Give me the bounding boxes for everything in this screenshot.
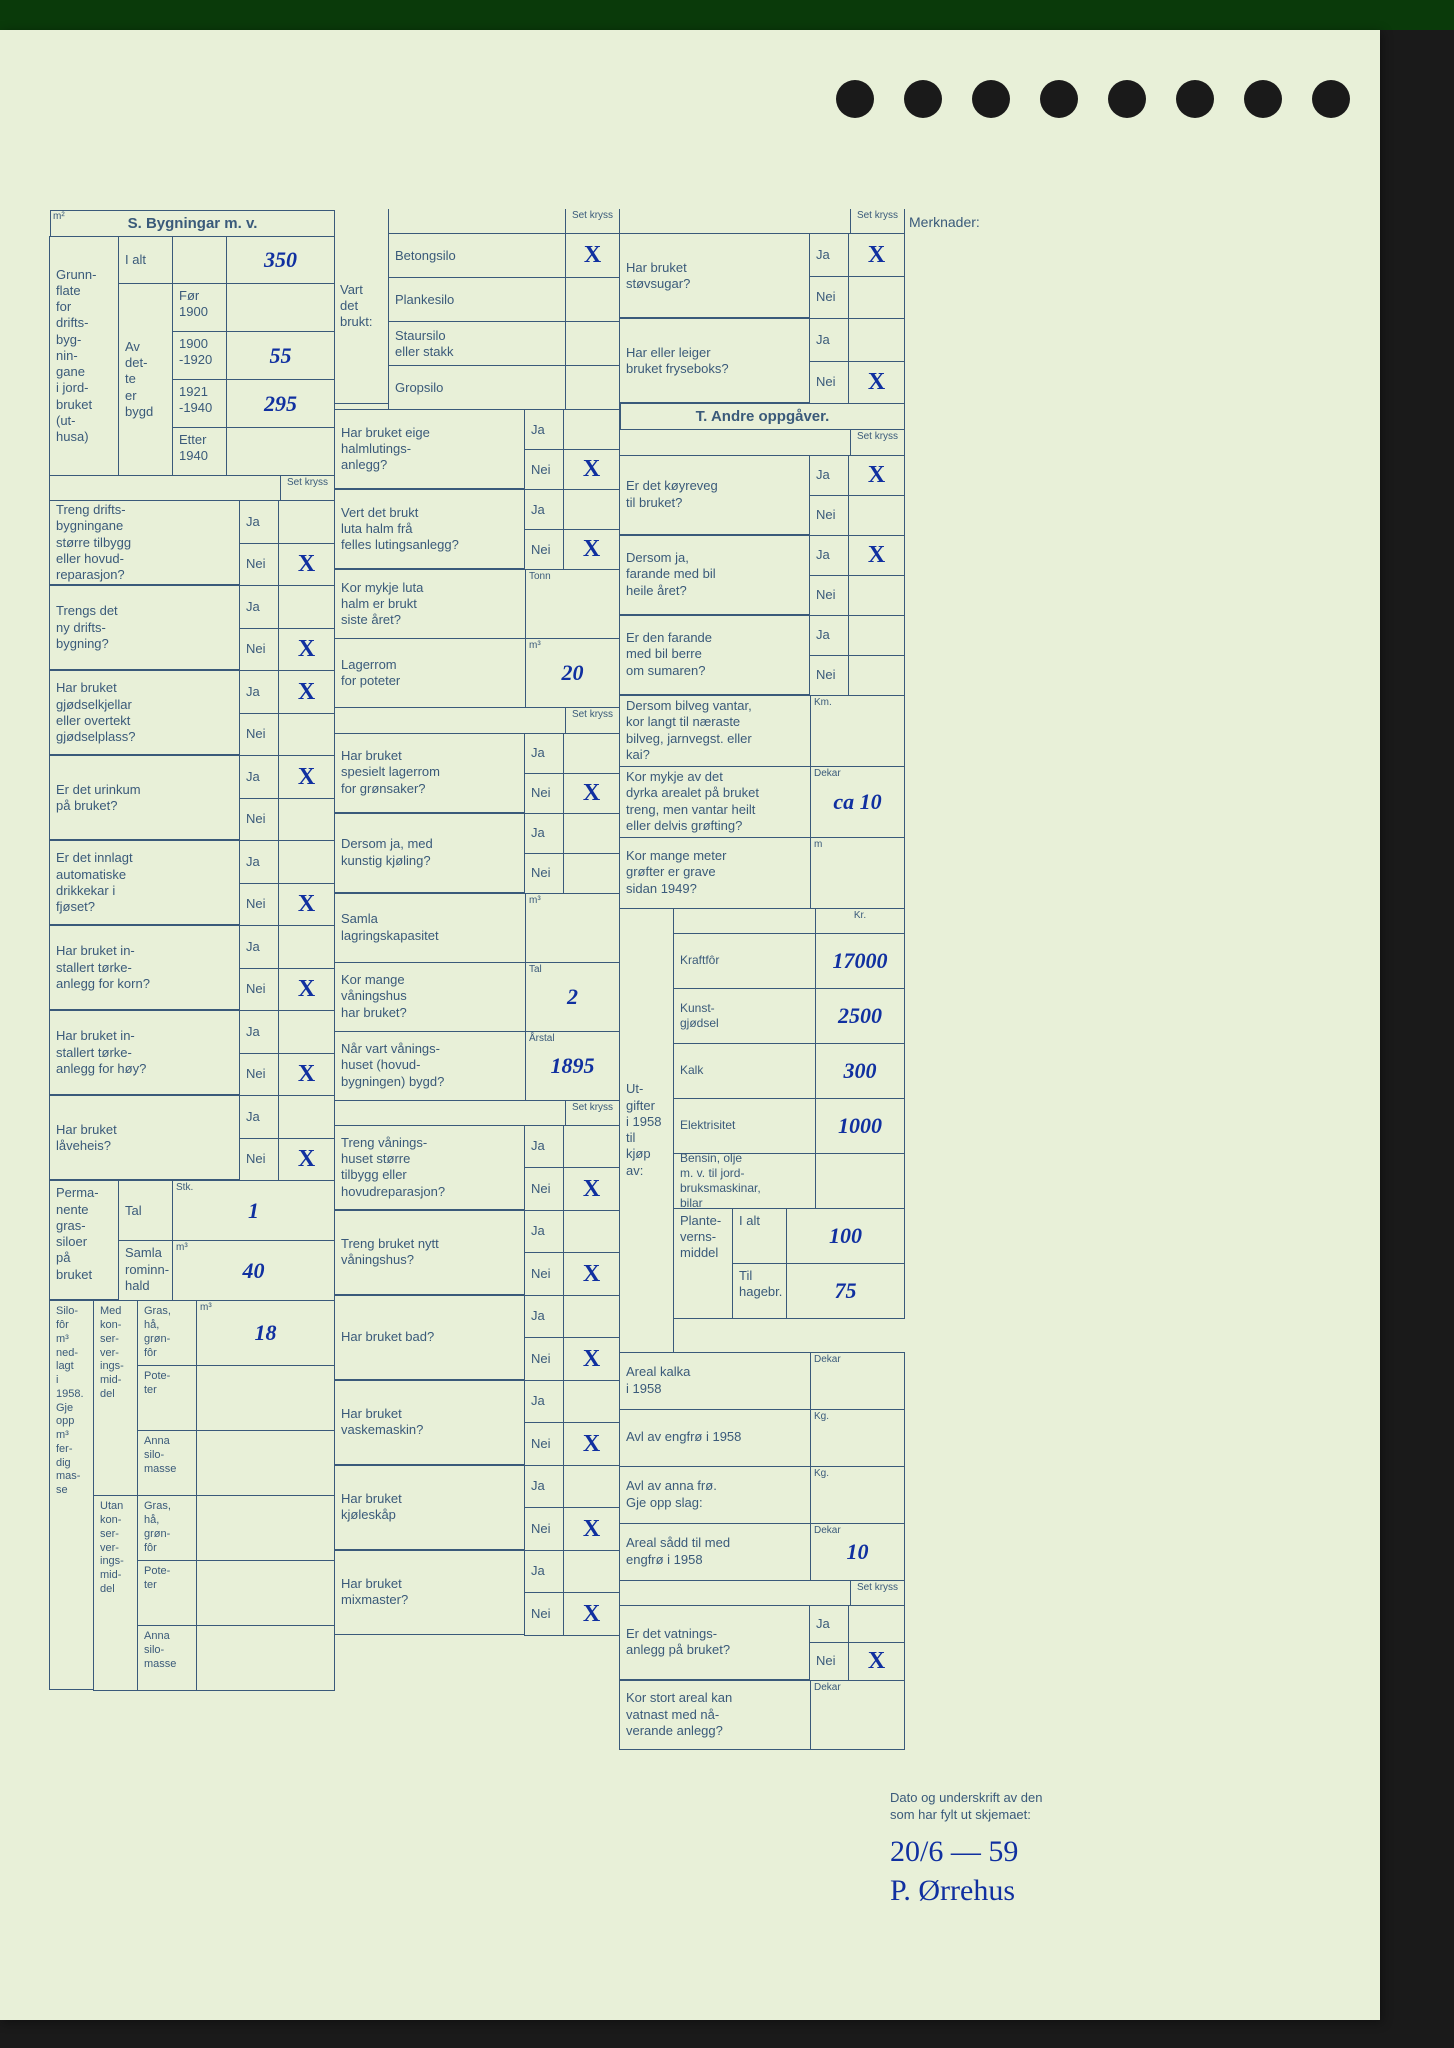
value-row: Kor mykje luta halm er brukt siste året?… <box>335 570 620 639</box>
i-alt-value: 350 <box>264 247 297 273</box>
scanned-page: S. Bygningar m. v. Grunn- flate for drif… <box>0 30 1380 2020</box>
value-row: Kor mange våningshus har bruket? Tal2 <box>335 963 620 1032</box>
value-row: Når vart vånings- huset (hovud- bygninge… <box>335 1032 620 1101</box>
column-3: Set kryss Har bruket støvsugar? JaX Nei … <box>620 210 905 1950</box>
value-row: Samla lagringskapasitet m³ <box>335 894 620 963</box>
silofor-block: Silo- fôr m³ ned- lagt i 1958. Gje opp m… <box>50 1301 335 1691</box>
question-row: Har bruket gjødselkjellar eller overtekt… <box>50 671 335 756</box>
question-row: Treng drifts- bygningane større tilbygg … <box>50 501 335 586</box>
value-row: Kor mykje av det dyrka arealet på bruket… <box>620 767 905 838</box>
question-row: Har bruket eige halmlutings- anlegg? Ja … <box>335 410 620 490</box>
av-dette-bygd: Av det- te er bygd <box>118 283 173 476</box>
form-grid: S. Bygningar m. v. Grunn- flate for drif… <box>50 210 1330 1950</box>
value-row: Areal kalka i 1958 Dekar <box>620 1353 905 1410</box>
value-row: Areal sådd til med engfrø i 1958 Dekar10 <box>620 1524 905 1581</box>
question-row: Er det køyreveg til bruket? JaX Nei <box>620 456 905 536</box>
question-row: Har eller leiger bruket fryseboks? Ja Ne… <box>620 319 905 404</box>
question-row: Vert det brukt luta halm frå felles luti… <box>335 490 620 570</box>
question-row: Dersom ja, farande med bil heile året? J… <box>620 536 905 616</box>
question-row: Er det innlagt automatiske drikkekar i f… <box>50 841 335 926</box>
column-1: S. Bygningar m. v. Grunn- flate for drif… <box>50 210 335 1950</box>
value-row: Lagerrom for poteter m³20 <box>335 639 620 708</box>
value-row: Avl av engfrø i 1958 Kg. <box>620 1410 905 1467</box>
value-row: Dersom bilveg vantar, kor langt til næra… <box>620 696 905 767</box>
top-scanner-strip <box>0 0 1454 30</box>
question-row: Dersom ja, med kunstig kjøling? Ja Nei <box>335 814 620 894</box>
question-row: Treng vånings- huset større tilbygg elle… <box>335 1126 620 1211</box>
section-t-header: T. Andre oppgåver. <box>620 403 905 430</box>
question-row: Har bruket spesielt lagerrom for grønsak… <box>335 734 620 814</box>
merknader-label: Merknader: <box>905 210 1190 234</box>
question-row: Treng bruket nytt våningshus? Ja NeiX <box>335 1211 620 1296</box>
question-row: Trengs det ny drifts- bygning? Ja NeiX <box>50 586 335 671</box>
question-row: Er det urinkum på bruket? JaX Nei <box>50 756 335 841</box>
value-row: Kor stort areal kan vatnast med nå- vera… <box>620 1681 905 1750</box>
utgifter-block: Ut- gifter i 1958 til kjøp av: Kr. Kraft… <box>620 909 905 1353</box>
question-row: Har bruket in- stallert tørke- anlegg fo… <box>50 1011 335 1096</box>
signature-date: 20/6 — 59 <box>890 1832 1170 1871</box>
value-row: Avl av anna frø. Gje opp slag: Kg. <box>620 1467 905 1524</box>
buildings-block: Grunn- flate for drifts- byg- nin- gane … <box>50 237 335 476</box>
question-row: Har bruket støvsugar? JaX Nei <box>620 234 905 319</box>
question-row: Har bruket kjøleskåp Ja NeiX <box>335 1466 620 1551</box>
question-row: Har bruket mixmaster? Ja NeiX <box>335 1551 620 1636</box>
silo-types: Vart det brukt: Set kryss BetongsiloXPla… <box>335 210 620 410</box>
grassiloer-block: Perma- nente gras- siloer på bruket Tal … <box>50 1181 335 1301</box>
signature-block: Dato og underskrift av den som har fylt … <box>890 1790 1170 1910</box>
question-row: Har bruket vaskemaskin? Ja NeiX <box>335 1381 620 1466</box>
question-row: Har bruket låveheis? Ja NeiX <box>50 1096 335 1181</box>
question-row: Er den farande med bil berre om sumaren?… <box>620 616 905 696</box>
question-row: Har bruket bad? Ja NeiX <box>335 1296 620 1381</box>
signature-name: P. Ørrehus <box>890 1871 1170 1910</box>
punch-holes <box>836 80 1350 118</box>
value-row: Kor mange meter grøfter er grave sidan 1… <box>620 838 905 909</box>
column-2: Vart det brukt: Set kryss BetongsiloXPla… <box>335 210 620 1950</box>
column-4: Merknader: Dato og underskrift av den so… <box>905 210 1190 1950</box>
section-s-header: S. Bygningar m. v. <box>50 210 335 237</box>
i-alt-label: I alt <box>118 236 173 284</box>
grunnflate-label: Grunn- flate for drifts- byg- nin- gane … <box>49 236 119 476</box>
question-row: Er det vatnings- anlegg på bruket? Ja Ne… <box>620 1606 905 1681</box>
question-row: Har bruket in- stallert tørke- anlegg fo… <box>50 926 335 1011</box>
